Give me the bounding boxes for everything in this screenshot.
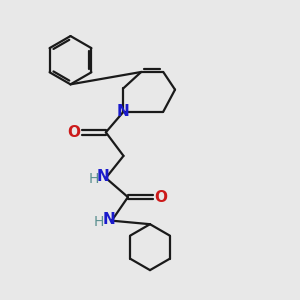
- Text: O: O: [68, 125, 80, 140]
- Text: H: H: [94, 215, 104, 229]
- Text: O: O: [155, 190, 168, 205]
- Text: N: N: [117, 104, 130, 119]
- Text: H: H: [88, 172, 99, 186]
- Text: N: N: [102, 212, 115, 227]
- Text: N: N: [97, 169, 109, 184]
